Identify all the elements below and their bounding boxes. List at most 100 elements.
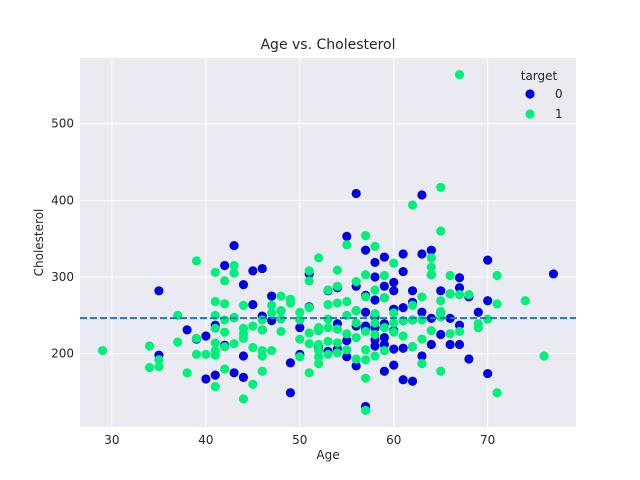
point-target-1 bbox=[332, 338, 342, 348]
point-target-1 bbox=[304, 266, 314, 276]
x-axis-label: Age bbox=[316, 448, 339, 462]
point-target-0 bbox=[389, 360, 399, 370]
point-target-0 bbox=[238, 372, 249, 383]
point-target-1 bbox=[314, 253, 324, 263]
point-target-1 bbox=[257, 315, 267, 325]
x-tick-label: 50 bbox=[292, 433, 307, 447]
point-target-1 bbox=[332, 324, 342, 334]
legend-marker-0 bbox=[525, 89, 535, 99]
x-tick-label: 30 bbox=[104, 433, 119, 447]
point-target-0 bbox=[379, 366, 389, 376]
y-tick-label: 500 bbox=[51, 117, 74, 131]
point-target-1 bbox=[257, 351, 267, 361]
point-target-1 bbox=[360, 355, 371, 365]
point-target-1 bbox=[323, 299, 333, 310]
point-target-1 bbox=[220, 364, 230, 374]
point-target-0 bbox=[267, 291, 277, 301]
point-target-1 bbox=[144, 362, 155, 373]
point-target-1 bbox=[248, 321, 258, 331]
point-target-1 bbox=[389, 308, 399, 318]
point-target-1 bbox=[210, 338, 220, 348]
point-target-0 bbox=[398, 375, 408, 385]
point-target-1 bbox=[379, 293, 389, 303]
y-tick-label: 300 bbox=[51, 270, 74, 284]
point-target-1 bbox=[492, 299, 502, 309]
point-target-1 bbox=[360, 373, 371, 383]
point-target-1 bbox=[323, 314, 333, 324]
point-target-0 bbox=[398, 303, 408, 313]
chart-title: Age vs. Cholesterol bbox=[260, 37, 395, 53]
point-target-1 bbox=[379, 345, 389, 356]
point-target-1 bbox=[295, 307, 305, 317]
point-target-1 bbox=[351, 332, 361, 343]
point-target-0 bbox=[342, 352, 352, 362]
point-target-0 bbox=[464, 354, 474, 364]
point-target-1 bbox=[407, 342, 418, 352]
point-target-0 bbox=[210, 370, 220, 380]
point-target-1 bbox=[332, 348, 342, 358]
y-tick-label: 400 bbox=[51, 193, 74, 207]
point-target-1 bbox=[323, 285, 333, 295]
point-target-1 bbox=[360, 326, 371, 337]
point-target-1 bbox=[436, 296, 446, 306]
point-target-1 bbox=[398, 331, 408, 341]
point-target-1 bbox=[436, 182, 446, 192]
point-target-1 bbox=[238, 394, 249, 404]
point-target-1 bbox=[304, 368, 314, 378]
point-target-1 bbox=[370, 351, 380, 361]
point-target-1 bbox=[370, 309, 380, 319]
point-target-1 bbox=[360, 345, 371, 355]
point-target-1 bbox=[267, 300, 277, 310]
point-target-0 bbox=[445, 339, 455, 350]
point-target-1 bbox=[436, 312, 446, 322]
point-target-0 bbox=[342, 231, 352, 241]
point-target-1 bbox=[295, 315, 305, 325]
point-target-1 bbox=[295, 334, 305, 344]
point-target-1 bbox=[539, 351, 549, 361]
point-target-1 bbox=[454, 326, 465, 337]
point-target-1 bbox=[304, 339, 314, 349]
point-target-0 bbox=[473, 307, 483, 317]
plot-area bbox=[80, 58, 576, 427]
point-target-0 bbox=[285, 388, 296, 398]
point-target-0 bbox=[417, 351, 427, 361]
point-target-1 bbox=[323, 322, 333, 333]
point-target-1 bbox=[342, 240, 352, 250]
legend-marker-1 bbox=[525, 109, 535, 119]
point-target-1 bbox=[454, 290, 465, 300]
point-target-1 bbox=[248, 379, 258, 389]
point-target-0 bbox=[379, 252, 389, 262]
point-target-0 bbox=[248, 266, 258, 276]
point-target-1 bbox=[360, 270, 371, 280]
point-target-0 bbox=[360, 245, 371, 255]
point-target-0 bbox=[351, 188, 361, 199]
point-target-1 bbox=[445, 289, 455, 299]
y-tick-label: 200 bbox=[51, 347, 74, 361]
point-target-1 bbox=[285, 298, 296, 308]
point-target-1 bbox=[229, 268, 239, 278]
point-target-0 bbox=[370, 257, 380, 268]
point-target-0 bbox=[238, 351, 249, 361]
point-target-0 bbox=[417, 190, 427, 200]
point-target-1 bbox=[182, 368, 192, 378]
point-target-1 bbox=[304, 276, 314, 286]
point-target-1 bbox=[257, 325, 267, 335]
point-target-1 bbox=[417, 315, 427, 325]
point-target-1 bbox=[220, 315, 230, 325]
point-target-1 bbox=[332, 298, 342, 308]
point-target-1 bbox=[295, 352, 305, 362]
point-target-1 bbox=[342, 329, 352, 339]
point-target-1 bbox=[445, 270, 455, 281]
point-target-0 bbox=[407, 376, 418, 386]
point-target-1 bbox=[314, 352, 324, 362]
point-target-1 bbox=[220, 276, 230, 286]
x-tick-label: 60 bbox=[386, 433, 401, 447]
point-target-1 bbox=[445, 329, 455, 339]
point-target-1 bbox=[342, 345, 352, 355]
point-target-1 bbox=[370, 285, 380, 295]
point-target-1 bbox=[276, 326, 286, 337]
point-target-0 bbox=[342, 336, 352, 346]
point-target-0 bbox=[201, 374, 211, 384]
